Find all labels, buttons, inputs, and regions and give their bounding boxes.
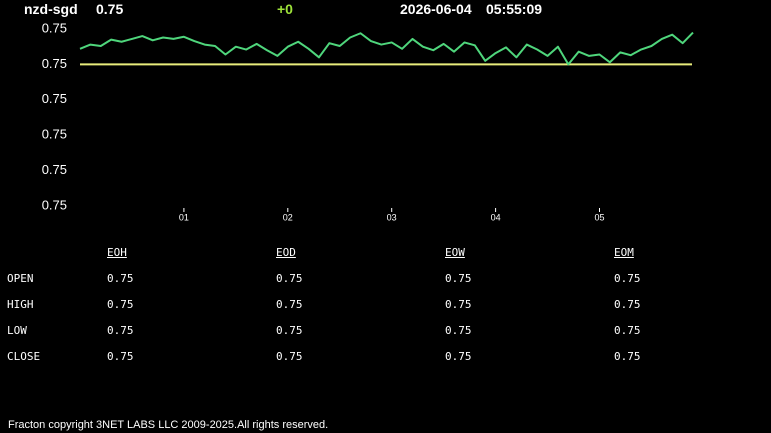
price-line xyxy=(79,31,694,66)
column-header: EOW xyxy=(445,246,465,259)
cell: 0.75 xyxy=(614,350,641,363)
cell: 0.75 xyxy=(276,350,303,363)
x-tick-label: 05 xyxy=(594,212,604,222)
symbol: nzd-sgd xyxy=(24,1,78,17)
y-tick-label: 0.75 xyxy=(42,56,67,71)
chart: 0.75 0.75 0.75 0.75 0.75 0.75 01 02 03 04 05 xyxy=(42,20,694,222)
cell: 0.75 xyxy=(107,350,134,363)
y-tick-label: 0.75 xyxy=(42,162,67,177)
cell: 0.75 xyxy=(445,350,472,363)
date: 2026-06-04 xyxy=(400,1,472,17)
row-label: HIGH xyxy=(7,298,34,311)
y-tick-label: 0.75 xyxy=(42,197,67,212)
cell: 0.75 xyxy=(614,272,641,285)
y-tick-label: 0.75 xyxy=(42,20,67,35)
x-tick-label: 03 xyxy=(387,212,397,222)
cell: 0.75 xyxy=(107,324,134,337)
cell: 0.75 xyxy=(445,298,472,311)
cell: 0.75 xyxy=(614,324,641,337)
time: 05:55:09 xyxy=(486,1,543,17)
x-tick-label: 01 xyxy=(179,212,189,222)
row-label: LOW xyxy=(7,324,27,337)
cell: 0.75 xyxy=(107,298,134,311)
cell: 0.75 xyxy=(276,272,303,285)
column-header: EOH xyxy=(107,246,127,259)
cell: 0.75 xyxy=(614,298,641,311)
x-tick-label: 04 xyxy=(491,212,501,222)
cell: 0.75 xyxy=(276,324,303,337)
footer: Fracton copyright 3NET LABS LLC 2009-202… xyxy=(8,419,329,431)
cell: 0.75 xyxy=(445,324,472,337)
cell: 0.75 xyxy=(107,272,134,285)
row-label: CLOSE xyxy=(7,350,41,363)
price: 0.75 xyxy=(96,1,124,17)
column-header: EOD xyxy=(276,246,296,259)
column-header: EOM xyxy=(614,246,634,259)
change: +0 xyxy=(277,1,293,17)
cell: 0.75 xyxy=(276,298,303,311)
y-tick-label: 0.75 xyxy=(42,127,67,142)
row-label: OPEN xyxy=(7,272,34,285)
cell: 0.75 xyxy=(445,272,472,285)
x-tick-label: 02 xyxy=(283,212,293,222)
y-tick-label: 0.75 xyxy=(42,91,67,106)
